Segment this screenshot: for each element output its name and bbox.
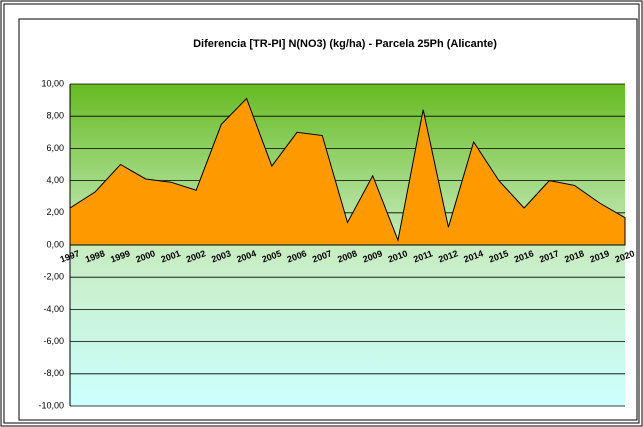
inner-frame [3,3,640,424]
y-tick-label: -10,00 [38,400,64,410]
y-tick-label: 8,00 [46,111,64,121]
area [69,97,626,246]
chart-title: Diferencia [TR-PI] N(NO3) (kg/ha) - Parc… [193,38,497,50]
y-tick-label: -6,00 [43,336,64,346]
y-tick-label: 10,00 [41,78,64,88]
y-tick-label: 2,00 [46,207,64,217]
y-tick-label: 0,00 [46,239,64,249]
y-tick-label: -4,00 [43,304,64,314]
y-tick-label: -8,00 [43,368,64,378]
y-tick-label: -2,00 [43,272,64,282]
y-tick-label: 4,00 [46,175,64,185]
y-tick-label: 6,00 [46,143,64,153]
